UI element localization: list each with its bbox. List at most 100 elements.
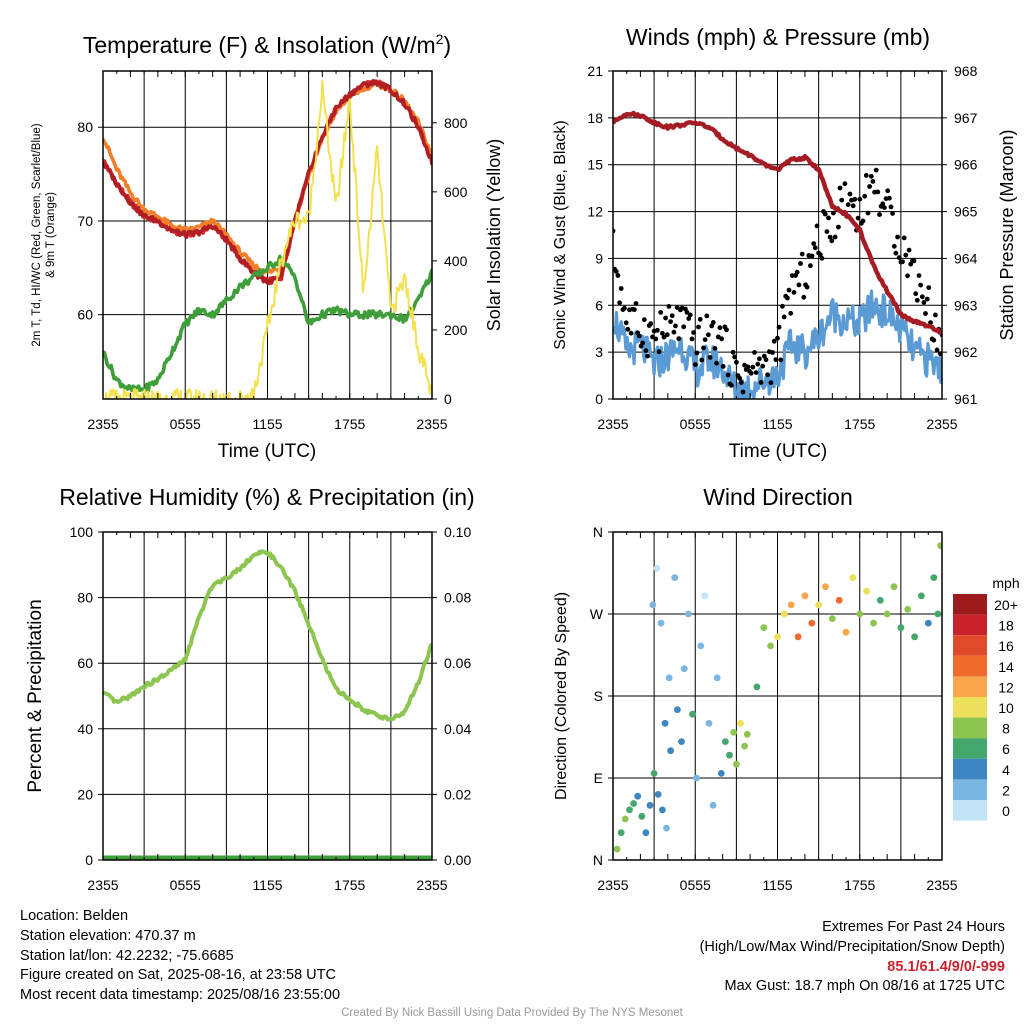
gust-point [753,370,759,375]
direction-point [713,674,721,682]
direction-point [661,719,669,727]
gust-point [799,251,805,257]
gust-point [913,291,919,297]
colorbar-label: 8 [1002,721,1010,737]
y2-tick-label: 964 [954,250,978,266]
gust-point [842,181,848,187]
gust-point [921,300,927,305]
rh-ylabel: Percent & Precipitation [25,599,46,792]
direction-point [828,615,836,622]
gust-point [752,350,757,355]
gust-point [732,354,738,360]
gust-point [911,258,917,264]
gust-point [648,321,654,326]
gust-point [926,285,932,290]
direction-point [737,719,744,727]
gust-point [882,205,887,211]
extremes-box: Extremes For Past 24 Hours (High/Low/Max… [700,918,1005,997]
y-tick-label: 70 [77,213,93,229]
y-tick-label: 21 [587,63,603,79]
wind-xlabel: Time (UTC) [729,441,828,462]
direction-point [705,719,713,727]
gust-point [857,196,863,202]
temp-xlabel: Time (UTC) [218,441,317,462]
gust-point [863,173,869,178]
gust-point [622,305,627,311]
colorbar-label: 6 [1002,741,1010,757]
gust-point [801,294,807,300]
colorbar-title: mph [992,575,1019,591]
gust-point [615,273,621,278]
wind-ylabel: Sonic Wind & Gust (Blue, Black) [552,120,569,349]
colorbar-swatch [953,614,987,636]
gust-point [817,252,823,257]
colorbar-swatch [953,594,987,615]
direction-point [626,806,633,814]
gust-point [890,211,895,216]
direction-point [930,574,938,581]
gust-point [794,269,800,275]
direction-point [693,774,700,782]
x-tick-label: 0555 [680,877,711,893]
y2-tick-label: 0.04 [444,721,471,737]
direction-point [856,610,864,618]
rh-grid [103,532,432,860]
colorbar-swatch [953,697,987,718]
gust-point [684,310,690,315]
y2-tick-label: 400 [444,253,468,269]
direction-point [904,606,912,613]
gust-point [725,372,731,378]
x-tick-label: 1755 [844,416,875,432]
gust-point [618,286,624,291]
x-tick-label: 0555 [170,877,201,893]
gust-point [780,303,785,309]
gust-point [750,364,756,370]
gust-point [775,335,780,341]
gust-point [938,351,942,357]
gust-point [918,282,923,288]
direction-point [663,824,670,832]
gust-point [760,363,766,369]
colorbar-swatch [953,800,987,821]
x-tick-label: 0555 [170,416,201,432]
gust-point [689,336,695,342]
station-latlon: Station lat/lon: 42.2232; -75.6685 [20,947,234,964]
x-tick-label: 1755 [334,877,365,893]
direction-point [646,801,654,809]
x-tick-label: 2355 [416,416,447,432]
y2-tick-label: 0.00 [444,852,471,868]
gust-point [699,357,705,363]
x-tick-label: 2355 [926,877,957,893]
gust-point [645,353,650,359]
gust-point [934,347,940,353]
gust-point [694,350,700,356]
series-line-solar-insolation [104,79,432,399]
gust-point [829,238,835,244]
gust-point [796,282,802,288]
gust-point [860,218,866,224]
gust-point [896,255,902,260]
extremes-subheading: (High/Low/Max Wind/Precipitation/Snow De… [699,938,1005,955]
gust-point [862,193,868,199]
gust-point [812,245,818,251]
direction-point [685,610,692,618]
series-line-sonic-wind [613,289,942,399]
gust-point [895,234,900,240]
gust-point [628,330,634,336]
y2-tick-label: 200 [444,322,468,338]
rh-panel-title: Relative Humidity (%) & Precipitation (i… [59,484,474,510]
wind-y2label: Station Pressure (Maroon) [997,129,1017,340]
gust-point [919,294,925,300]
x-tick-label: 2355 [87,877,118,893]
gust-point [809,253,815,259]
direction-point [863,587,870,595]
gust-point [832,234,838,240]
gust-point [855,215,861,221]
gust-point [773,357,779,362]
gust-point [738,380,744,385]
direction-point [654,791,662,798]
gust-point [730,349,736,355]
colorbar-label: 20+ [994,597,1018,613]
y2-tick-label: 0.08 [444,590,471,606]
wind-direction-panel: Wind Direction 2355 0555 1155 1755 2355 N E S W N… [553,484,1020,893]
